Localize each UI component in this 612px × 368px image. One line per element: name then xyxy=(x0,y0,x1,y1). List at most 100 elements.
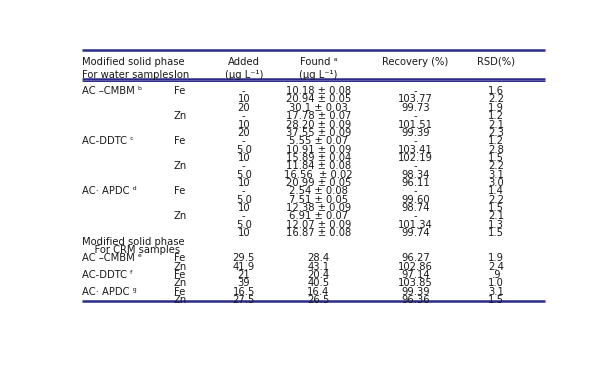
Text: 16.4: 16.4 xyxy=(307,287,329,297)
Text: 30.1 ± 0.03: 30.1 ± 0.03 xyxy=(289,103,348,113)
Text: 103.41: 103.41 xyxy=(398,145,433,155)
Text: Zn: Zn xyxy=(174,161,187,171)
Text: 99.74: 99.74 xyxy=(401,228,430,238)
Text: 26.5: 26.5 xyxy=(307,295,330,305)
Text: 5.0: 5.0 xyxy=(236,170,252,180)
Text: AC –CMBM ᵇ: AC –CMBM ᵇ xyxy=(82,86,143,96)
Text: -: - xyxy=(414,187,417,197)
Text: -: - xyxy=(414,136,417,146)
Text: 2.8: 2.8 xyxy=(488,145,504,155)
Text: Fe: Fe xyxy=(174,287,185,297)
Text: 103.77: 103.77 xyxy=(398,95,433,105)
Text: Ion: Ion xyxy=(174,70,189,80)
Text: 2.2: 2.2 xyxy=(488,95,504,105)
Text: 12.07 ± 0.09: 12.07 ± 0.09 xyxy=(286,220,351,230)
Text: Fe: Fe xyxy=(174,270,185,280)
Text: -: - xyxy=(242,161,245,171)
Text: Zn: Zn xyxy=(174,262,187,272)
Text: 39: 39 xyxy=(237,278,250,289)
Text: 5.0: 5.0 xyxy=(236,145,252,155)
Text: 16.87 ± 0.08: 16.87 ± 0.08 xyxy=(286,228,351,238)
Text: 98.34: 98.34 xyxy=(401,170,430,180)
Text: AC· APDC ᵍ: AC· APDC ᵍ xyxy=(82,287,137,297)
Text: 16.5: 16.5 xyxy=(233,287,255,297)
Text: 1.9: 1.9 xyxy=(488,103,504,113)
Text: -: - xyxy=(242,212,245,222)
Text: Fe: Fe xyxy=(174,253,185,263)
Text: 101.34: 101.34 xyxy=(398,220,433,230)
Text: 99.39: 99.39 xyxy=(401,128,430,138)
Text: -: - xyxy=(414,86,417,96)
Text: 1.5: 1.5 xyxy=(488,295,504,305)
Text: 28.4: 28.4 xyxy=(307,253,329,263)
Text: 10: 10 xyxy=(237,228,250,238)
Text: (μg L⁻¹): (μg L⁻¹) xyxy=(299,70,338,80)
Text: 2.54 ± 0.08: 2.54 ± 0.08 xyxy=(289,187,348,197)
Text: 21: 21 xyxy=(237,270,250,280)
Text: 20: 20 xyxy=(237,103,250,113)
Text: Modified solid phase: Modified solid phase xyxy=(82,57,185,67)
Text: 5.55 ± 0.07: 5.55 ± 0.07 xyxy=(289,136,348,146)
Text: 41.9: 41.9 xyxy=(233,262,255,272)
Text: 10: 10 xyxy=(237,120,250,130)
Text: -: - xyxy=(242,111,245,121)
Text: 20: 20 xyxy=(237,128,250,138)
Text: -: - xyxy=(414,212,417,222)
Text: -: - xyxy=(242,86,245,96)
Text: 103.85: 103.85 xyxy=(398,278,433,289)
Text: Fe: Fe xyxy=(174,187,185,197)
Text: 43.1: 43.1 xyxy=(307,262,329,272)
Text: 99.73: 99.73 xyxy=(401,103,430,113)
Text: 2.1: 2.1 xyxy=(488,212,504,222)
Text: 17.78 ± 0.07: 17.78 ± 0.07 xyxy=(286,111,351,121)
Text: AC· APDC ᵈ: AC· APDC ᵈ xyxy=(82,187,137,197)
Text: 1.2: 1.2 xyxy=(488,136,504,146)
Text: Zn: Zn xyxy=(174,111,187,121)
Text: 97.14: 97.14 xyxy=(401,270,430,280)
Text: 99.39: 99.39 xyxy=(401,287,430,297)
Text: 2.2: 2.2 xyxy=(488,195,504,205)
Text: 5.0: 5.0 xyxy=(236,195,252,205)
Text: -: - xyxy=(242,187,245,197)
Text: 27.5: 27.5 xyxy=(233,295,255,305)
Text: 20.4: 20.4 xyxy=(307,270,329,280)
Text: 96.27: 96.27 xyxy=(401,253,430,263)
Text: 10.91 ± 0.09: 10.91 ± 0.09 xyxy=(286,145,351,155)
Text: 12.38 ± 0.09: 12.38 ± 0.09 xyxy=(286,203,351,213)
Text: Fe: Fe xyxy=(174,86,185,96)
Text: 37.55 ± 0.09: 37.55 ± 0.09 xyxy=(286,128,351,138)
Text: -: - xyxy=(242,136,245,146)
Text: AC-DDTC ᶠ: AC-DDTC ᶠ xyxy=(82,270,133,280)
Text: 2.2: 2.2 xyxy=(488,161,504,171)
Text: Zn: Zn xyxy=(174,295,187,305)
Text: 1.5: 1.5 xyxy=(488,228,504,238)
Text: 99.60: 99.60 xyxy=(401,195,430,205)
Text: 1.2: 1.2 xyxy=(488,111,504,121)
Text: Added: Added xyxy=(228,57,259,67)
Text: 10: 10 xyxy=(237,203,250,213)
Text: 11.84 ± 0.08: 11.84 ± 0.08 xyxy=(286,161,351,171)
Text: 96.11: 96.11 xyxy=(401,178,430,188)
Text: 5.0: 5.0 xyxy=(236,220,252,230)
Text: 1.5: 1.5 xyxy=(488,153,504,163)
Text: Zn: Zn xyxy=(174,212,187,222)
Text: 15.89 ± 0.04: 15.89 ± 0.04 xyxy=(286,153,351,163)
Text: Found ᵃ: Found ᵃ xyxy=(300,57,337,67)
Text: 98.74: 98.74 xyxy=(401,203,430,213)
Text: 3.1: 3.1 xyxy=(488,170,504,180)
Text: 10: 10 xyxy=(237,95,250,105)
Text: Fe: Fe xyxy=(174,136,185,146)
Text: 40.5: 40.5 xyxy=(307,278,329,289)
Text: For CRM samples: For CRM samples xyxy=(82,245,181,255)
Text: 2.3: 2.3 xyxy=(488,128,504,138)
Text: 7.51 ± 0.05: 7.51 ± 0.05 xyxy=(289,195,348,205)
Text: 10.18 ± 0.08: 10.18 ± 0.08 xyxy=(286,86,351,96)
Text: 96.36: 96.36 xyxy=(401,295,430,305)
Text: AC –CMBM ᵉ: AC –CMBM ᵉ xyxy=(82,253,143,263)
Text: 1.0: 1.0 xyxy=(488,278,504,289)
Text: Recovery (%): Recovery (%) xyxy=(382,57,449,67)
Text: 28.20 ± 0.09: 28.20 ± 0.09 xyxy=(286,120,351,130)
Text: -: - xyxy=(414,111,417,121)
Text: -: - xyxy=(414,161,417,171)
Text: 10: 10 xyxy=(237,178,250,188)
